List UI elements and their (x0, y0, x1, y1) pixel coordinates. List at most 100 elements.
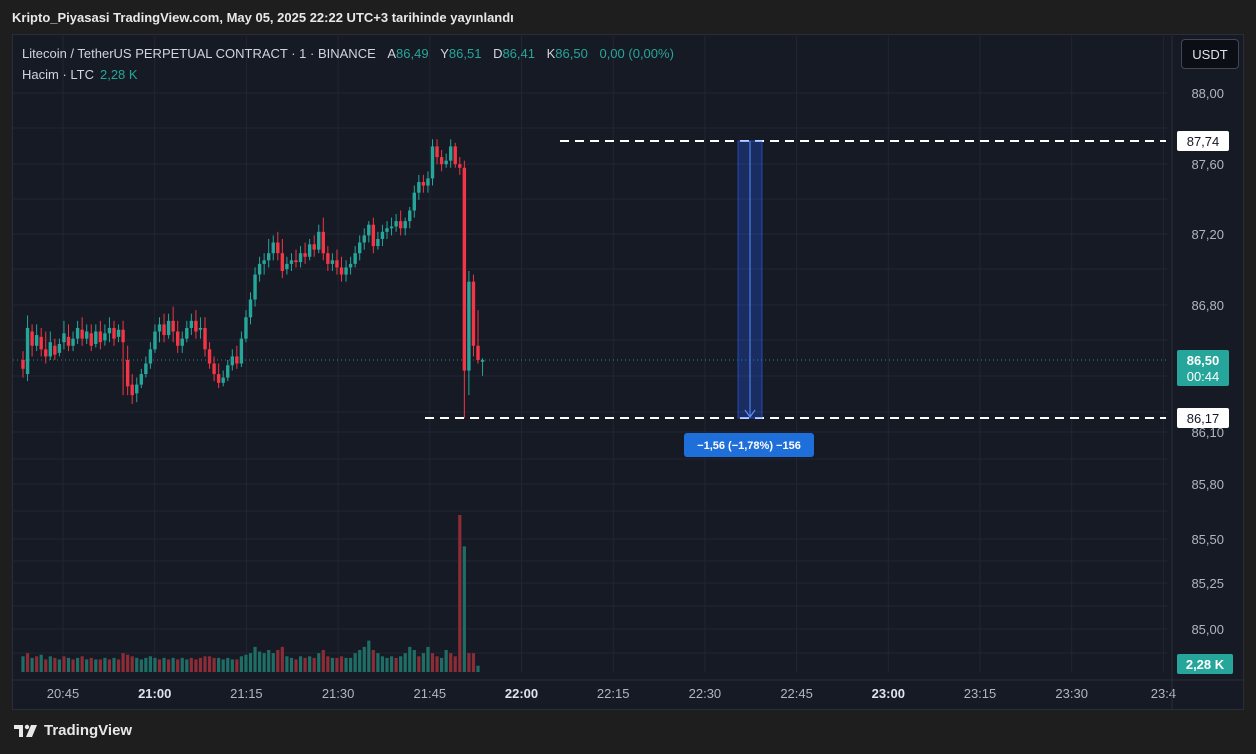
candle-body[interactable] (458, 164, 462, 168)
candle-body[interactable] (253, 274, 257, 300)
candle-body[interactable] (298, 253, 303, 263)
candle-body[interactable] (139, 374, 143, 385)
candle-body[interactable] (280, 253, 285, 271)
candle-body[interactable] (430, 146, 435, 179)
candle-body[interactable] (48, 342, 52, 357)
candle-body[interactable] (267, 253, 271, 261)
candle-body[interactable] (348, 263, 353, 268)
candle-body[interactable] (89, 333, 93, 346)
candle-body[interactable] (39, 336, 43, 350)
candle-body[interactable] (221, 377, 225, 383)
candle-body[interactable] (476, 345, 480, 360)
candle-body[interactable] (471, 281, 476, 346)
candle-body[interactable] (444, 160, 448, 165)
candle-body[interactable] (34, 335, 39, 346)
candle-body[interactable] (294, 260, 298, 263)
candle-body[interactable] (367, 224, 371, 236)
candle-body[interactable] (21, 360, 25, 369)
candle-body[interactable] (239, 338, 244, 364)
candle-body[interactable] (94, 331, 98, 344)
candle-body[interactable] (30, 331, 34, 346)
candle-body[interactable] (453, 146, 457, 165)
candle-body[interactable] (203, 327, 207, 350)
candle-body[interactable] (376, 238, 380, 247)
candle-body[interactable] (449, 146, 453, 161)
candle-body[interactable] (271, 242, 275, 254)
candle-body[interactable] (53, 345, 57, 355)
candle-body[interactable] (98, 331, 103, 343)
candle-body[interactable] (103, 333, 107, 341)
candle-body[interactable] (112, 327, 116, 339)
candle-body[interactable] (358, 242, 362, 254)
candle-body[interactable] (467, 281, 471, 371)
candle-body[interactable] (107, 327, 112, 334)
candle-body[interactable] (385, 228, 389, 232)
currency-button[interactable]: USDT (1181, 39, 1239, 69)
candle-body[interactable] (194, 320, 198, 332)
candle-body[interactable] (135, 384, 139, 394)
candle-body[interactable] (153, 331, 157, 350)
candle-body[interactable] (212, 363, 216, 375)
candle-body[interactable] (62, 333, 66, 343)
candle-body[interactable] (303, 253, 307, 257)
candle-body[interactable] (125, 360, 130, 387)
candle-body[interactable] (121, 329, 125, 343)
candle-body[interactable] (216, 374, 221, 383)
candle-body[interactable] (289, 260, 294, 264)
candle-body[interactable] (262, 260, 266, 264)
candle-body[interactable] (44, 349, 48, 357)
measure-label-box[interactable] (684, 433, 814, 457)
candle-body[interactable] (398, 221, 403, 229)
candle-body[interactable] (130, 384, 134, 396)
candle-body[interactable] (148, 349, 153, 364)
candle-body[interactable] (335, 260, 339, 268)
candle-body[interactable] (189, 320, 194, 328)
candle-body[interactable] (66, 336, 71, 346)
candle-body[interactable] (80, 329, 84, 339)
candle-body[interactable] (207, 349, 212, 364)
volume-label[interactable]: Hacim · LTC (22, 67, 94, 82)
candle-body[interactable] (480, 360, 485, 362)
candle-body[interactable] (312, 244, 316, 250)
candle-body[interactable] (171, 320, 175, 332)
symbol-title[interactable]: Litecoin / TetherUS PERPETUAL CONTRACT ·… (22, 46, 376, 61)
candle-body[interactable] (162, 324, 166, 336)
candle-body[interactable] (235, 356, 239, 364)
candle-body[interactable] (326, 253, 330, 264)
candle-body[interactable] (176, 331, 180, 346)
candle-body[interactable] (180, 338, 184, 346)
candle-body[interactable] (435, 146, 439, 158)
candle-body[interactable] (426, 178, 430, 186)
candle-body[interactable] (157, 324, 162, 332)
candle-body[interactable] (144, 363, 148, 375)
candle-body[interactable] (25, 327, 30, 375)
candle-body[interactable] (248, 299, 253, 318)
candle-body[interactable] (307, 244, 312, 257)
candle-body[interactable] (371, 224, 376, 247)
candle-body[interactable] (257, 263, 262, 275)
candle-body[interactable] (226, 365, 230, 378)
candle-body[interactable] (230, 356, 234, 366)
candle-body[interactable] (276, 242, 280, 254)
candle-body[interactable] (462, 167, 467, 371)
candle-body[interactable] (198, 327, 203, 330)
candle-body[interactable] (185, 327, 189, 339)
candle-body[interactable] (421, 182, 426, 186)
candle-body[interactable] (362, 235, 366, 243)
candle-body[interactable] (412, 192, 416, 211)
candle-body[interactable] (380, 231, 385, 239)
candle-body[interactable] (403, 221, 407, 229)
candle-body[interactable] (408, 210, 412, 222)
candle-body[interactable] (344, 267, 348, 275)
candle-body[interactable] (166, 320, 171, 336)
candle-body[interactable] (75, 327, 80, 339)
candle-body[interactable] (439, 157, 444, 165)
candle-body[interactable] (389, 226, 394, 229)
candle-body[interactable] (330, 260, 335, 264)
candle-body[interactable] (85, 331, 89, 339)
candle-body[interactable] (353, 253, 357, 264)
candle-body[interactable] (321, 231, 325, 254)
candle-body[interactable] (339, 267, 344, 275)
candle-body[interactable] (317, 231, 321, 250)
